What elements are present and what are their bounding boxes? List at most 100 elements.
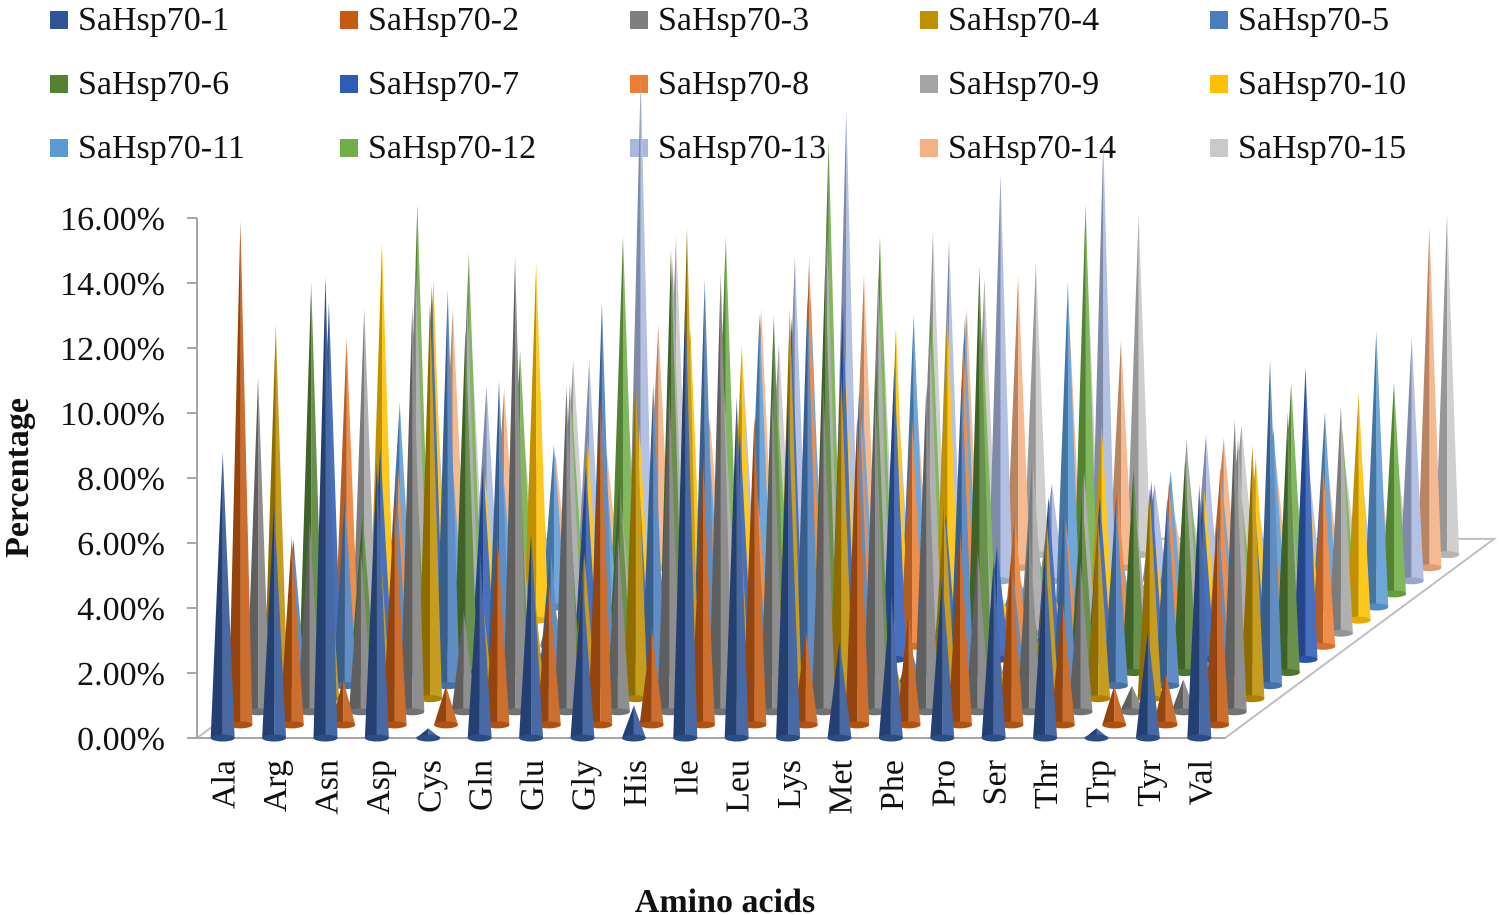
legend-swatch (340, 75, 358, 93)
cone-face-left (1171, 679, 1184, 712)
cone-base (570, 734, 595, 742)
cone-face-left (708, 273, 721, 712)
cone-face-left (760, 386, 773, 712)
cone-base (536, 721, 561, 729)
cone-base (845, 721, 870, 729)
cone-base (811, 708, 836, 716)
cone-face-left (1155, 497, 1168, 686)
cone-face-right (839, 640, 852, 738)
cone-face-left (882, 366, 895, 660)
cone-face-right (754, 416, 767, 725)
cone-face-left (1121, 467, 1134, 673)
cone-face-right (1098, 519, 1111, 699)
cone-face-right (531, 533, 544, 738)
cone-base (1275, 669, 1300, 676)
cone-face-left (588, 399, 601, 725)
cone-base (210, 734, 235, 742)
cone (1086, 519, 1111, 703)
cone-base (981, 734, 1006, 742)
cone-face-right (497, 536, 510, 725)
y-tick-label: 0.00% (77, 721, 165, 758)
legend-item: SaHsp70-14 (920, 128, 1116, 168)
cone-face-right (1217, 523, 1229, 725)
series-3 (246, 256, 1247, 716)
cone-base (1102, 721, 1127, 729)
cone-face-left (1068, 562, 1081, 712)
legend-label: SaHsp70-10 (1238, 65, 1407, 102)
cone-face-left (1346, 392, 1359, 621)
cone-face-right (633, 705, 646, 738)
cone-base (1399, 577, 1424, 585)
cone-base (742, 721, 767, 729)
cone-base (930, 734, 955, 742)
cone-face-right (566, 386, 579, 712)
cone (639, 627, 664, 729)
cone-face-left (1187, 484, 1200, 738)
x-category-label: Asp (360, 760, 397, 815)
cone (988, 174, 1013, 585)
cone-face-right (635, 373, 648, 699)
cone-face-left (965, 549, 978, 712)
legend-item: SaHsp70-4 (920, 0, 1099, 40)
cone-face-left (524, 262, 537, 621)
legend-label: SaHsp70-14 (948, 129, 1117, 166)
cone (1102, 685, 1127, 729)
cone-base (1346, 616, 1371, 624)
cone-face-left (795, 295, 808, 686)
x-category-label: Gly (566, 760, 603, 811)
cone (467, 546, 492, 742)
x-category-label: Ser (977, 759, 1014, 805)
cone-base (364, 734, 389, 742)
cone-base (621, 734, 646, 742)
cone-face-left (845, 416, 858, 725)
cone-face-left (570, 575, 583, 738)
y-axis-title: Percentage (0, 398, 36, 558)
cone-base (1222, 708, 1247, 716)
legend-item: SaHsp70-8 (630, 64, 809, 104)
cone-base (467, 734, 492, 742)
legend-label: SaHsp70-11 (78, 129, 245, 166)
cone-face-left (657, 386, 670, 712)
cone (1103, 497, 1128, 690)
cone-face-left (332, 497, 345, 686)
legend-item: SaHsp70-3 (630, 0, 809, 40)
cone-face-right (947, 311, 960, 621)
cone-face-right (908, 611, 921, 725)
cone-face-right (1241, 424, 1254, 555)
cone-face-right (890, 591, 903, 738)
cone-face-right (1138, 213, 1151, 555)
cone (1084, 728, 1109, 742)
cone (524, 262, 549, 624)
cone (418, 302, 442, 703)
cone-face-right (346, 337, 359, 647)
cone-face-right (1011, 559, 1024, 725)
cone-face-right (548, 581, 561, 725)
legend-swatch (920, 11, 938, 29)
cone-face-right (1165, 672, 1178, 725)
cone-face-left (999, 559, 1012, 725)
cone-face-right (1199, 484, 1212, 738)
cone-face-left (930, 575, 943, 738)
cone-face-right (1305, 366, 1318, 660)
legend-item: SaHsp70-9 (920, 64, 1099, 104)
cone-face-right (465, 331, 478, 673)
cone-face-right (1018, 275, 1031, 568)
cone-face-right (412, 305, 425, 712)
cone-base (691, 721, 715, 729)
cone-face-left (1173, 461, 1185, 673)
cone-face-right (1147, 630, 1160, 738)
cone-base (1033, 734, 1058, 742)
legend-swatch (630, 75, 648, 93)
cone (930, 575, 955, 742)
cone-face-right (874, 386, 887, 712)
cone-face-right (942, 575, 955, 738)
cone-face-left (1417, 226, 1430, 568)
cone-face-left (313, 276, 326, 738)
cone-base (400, 708, 425, 716)
cone (485, 536, 510, 729)
cone-face-left (262, 504, 275, 738)
cone-base (948, 721, 972, 729)
cone (262, 504, 287, 742)
cone-face-right (1234, 419, 1247, 712)
